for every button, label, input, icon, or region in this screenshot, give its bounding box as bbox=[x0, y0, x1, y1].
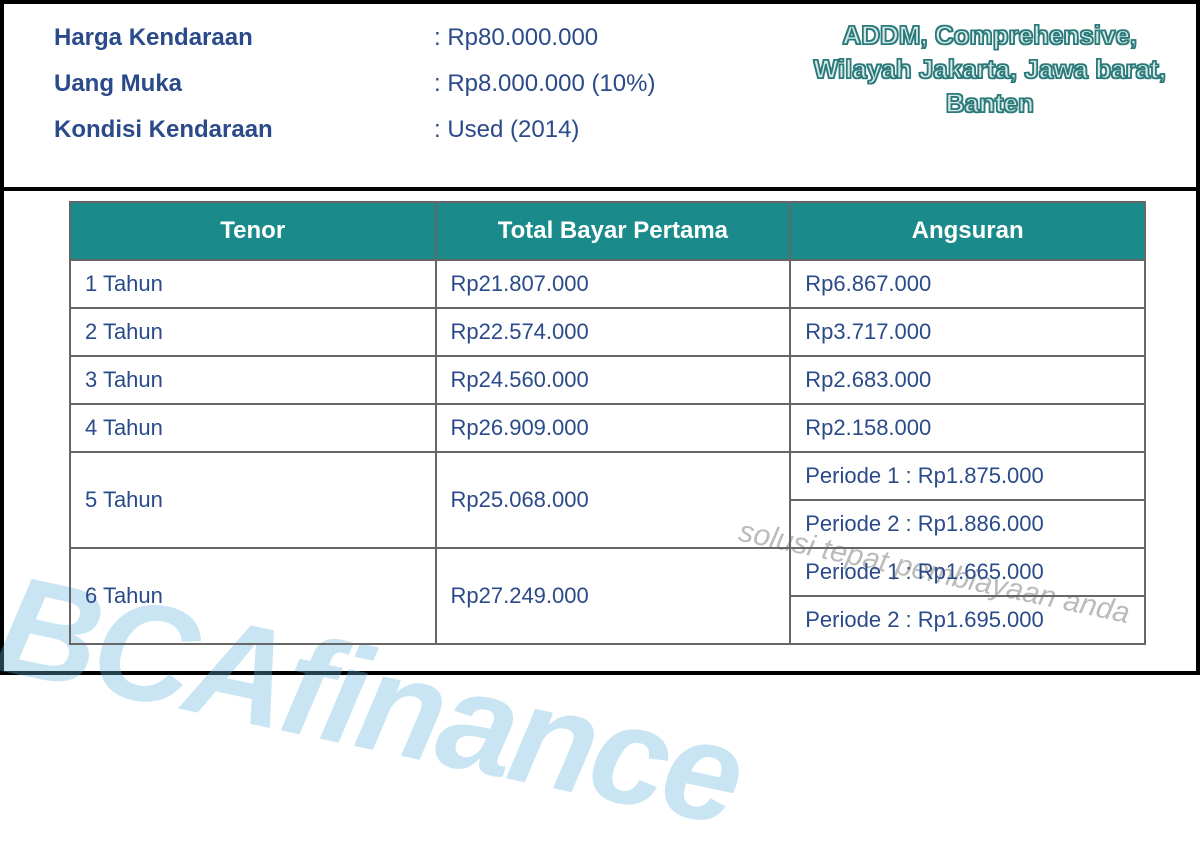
cell-total: Rp26.909.000 bbox=[436, 404, 791, 452]
cell-total: Rp25.068.000 bbox=[436, 452, 791, 548]
info-label: Kondisi Kendaraan bbox=[54, 116, 434, 144]
table-row: 2 Tahun Rp22.574.000 Rp3.717.000 bbox=[70, 308, 1145, 356]
payment-table: Tenor Total Bayar Pertama Angsuran 1 Tah… bbox=[69, 201, 1146, 645]
info-section: Harga Kendaraan : Rp80.000.000 Uang Muka… bbox=[4, 4, 1196, 191]
cell-tenor: 1 Tahun bbox=[70, 260, 436, 308]
overlay-line: Wilayah Jakarta, Jawa barat, bbox=[814, 53, 1166, 87]
cell-angsuran-p2: Periode 2 : Rp1.886.000 bbox=[790, 500, 1145, 548]
overlay-line: ADDM, Comprehensive, bbox=[814, 19, 1166, 53]
th-total: Total Bayar Pertama bbox=[436, 202, 791, 260]
table-header-row: Tenor Total Bayar Pertama Angsuran bbox=[70, 202, 1145, 260]
info-label: Harga Kendaraan bbox=[54, 24, 434, 52]
cell-tenor: 6 Tahun bbox=[70, 548, 436, 644]
cell-tenor: 2 Tahun bbox=[70, 308, 436, 356]
info-value: : Rp80.000.000 bbox=[434, 24, 598, 52]
outer-container: Harga Kendaraan : Rp80.000.000 Uang Muka… bbox=[0, 0, 1200, 675]
overlay-line: Banten bbox=[814, 87, 1166, 121]
cell-total: Rp21.807.000 bbox=[436, 260, 791, 308]
th-angsuran: Angsuran bbox=[790, 202, 1145, 260]
table-row: 3 Tahun Rp24.560.000 Rp2.683.000 bbox=[70, 356, 1145, 404]
cell-angsuran-p1: Periode 1 : Rp1.875.000 bbox=[790, 452, 1145, 500]
table-row: 6 Tahun Rp27.249.000 Periode 1 : Rp1.665… bbox=[70, 548, 1145, 596]
cell-angsuran: Rp3.717.000 bbox=[790, 308, 1145, 356]
overlay-badge: ADDM, Comprehensive, Wilayah Jakarta, Ja… bbox=[814, 19, 1166, 120]
cell-tenor: 4 Tahun bbox=[70, 404, 436, 452]
table-row: 4 Tahun Rp26.909.000 Rp2.158.000 bbox=[70, 404, 1145, 452]
table-section: BCAfinance solusi tepat pembiayaan anda … bbox=[4, 191, 1196, 671]
cell-angsuran: Rp2.158.000 bbox=[790, 404, 1145, 452]
cell-total: Rp22.574.000 bbox=[436, 308, 791, 356]
cell-angsuran: Rp2.683.000 bbox=[790, 356, 1145, 404]
info-label: Uang Muka bbox=[54, 70, 434, 98]
cell-tenor: 5 Tahun bbox=[70, 452, 436, 548]
cell-angsuran-p1: Periode 1 : Rp1.665.000 bbox=[790, 548, 1145, 596]
th-tenor: Tenor bbox=[70, 202, 436, 260]
info-value: : Rp8.000.000 (10%) bbox=[434, 70, 655, 98]
table-row: 1 Tahun Rp21.807.000 Rp6.867.000 bbox=[70, 260, 1145, 308]
info-value: : Used (2014) bbox=[434, 116, 579, 144]
cell-angsuran: Rp6.867.000 bbox=[790, 260, 1145, 308]
table-row: 5 Tahun Rp25.068.000 Periode 1 : Rp1.875… bbox=[70, 452, 1145, 500]
cell-total: Rp27.249.000 bbox=[436, 548, 791, 644]
cell-tenor: 3 Tahun bbox=[70, 356, 436, 404]
cell-angsuran-p2: Periode 2 : Rp1.695.000 bbox=[790, 596, 1145, 644]
cell-total: Rp24.560.000 bbox=[436, 356, 791, 404]
